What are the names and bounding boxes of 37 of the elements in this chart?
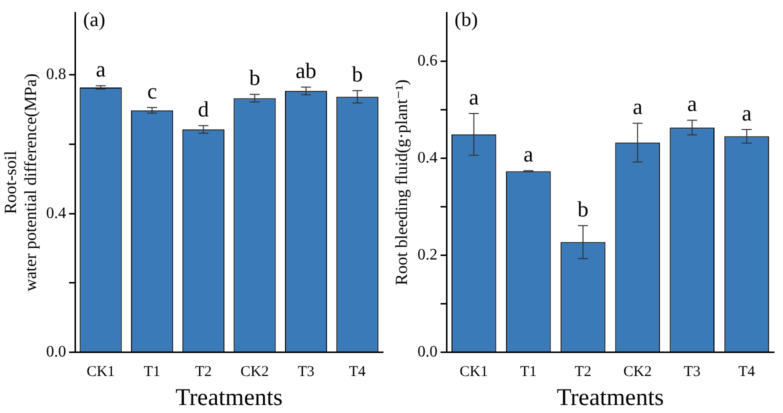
annotation: b xyxy=(577,196,588,222)
x-tick-label: T2 xyxy=(574,364,592,380)
annotation: d xyxy=(198,96,209,122)
x-tick-label: CK2 xyxy=(623,364,652,380)
annotation: c xyxy=(147,78,158,104)
annotation: ab xyxy=(296,58,316,83)
y-tick-label: 0.4 xyxy=(46,204,66,222)
y-tick-label: 0.2 xyxy=(418,246,438,264)
y-tick-label: 0.0 xyxy=(46,343,66,360)
x-tick-label: T3 xyxy=(684,364,700,380)
x-tick-label: T2 xyxy=(195,364,212,380)
y-tick-label: 0.6 xyxy=(418,52,438,70)
y-tick-label: 0.8 xyxy=(46,66,66,84)
x-axis-title: Treatments xyxy=(556,384,664,411)
annotation: b xyxy=(352,61,363,86)
y-tick-label: 0.0 xyxy=(418,343,438,360)
x-tick-label: CK1 xyxy=(86,364,115,380)
x-tick-label: T3 xyxy=(298,364,314,380)
x-tick-label: T4 xyxy=(349,364,366,380)
y-axis-title: Root bleeding fluid(g·plant⁻¹) xyxy=(392,80,412,286)
y-tick-label: 0.4 xyxy=(418,149,438,166)
annotation: a xyxy=(468,84,479,110)
x-tick-label: T1 xyxy=(520,364,537,380)
annotation: a xyxy=(687,91,698,116)
x-axis-title: Treatments xyxy=(175,384,283,411)
x-tick-label: T1 xyxy=(144,364,160,380)
annotation: a xyxy=(742,100,752,126)
annotation: a xyxy=(632,94,643,119)
x-tick-label: T4 xyxy=(738,364,756,380)
annotation: a xyxy=(524,142,534,167)
annotation: a xyxy=(96,56,106,82)
annotation: b xyxy=(249,65,260,90)
x-tick-label: CK2 xyxy=(240,364,269,380)
x-tick-label: CK1 xyxy=(460,364,488,380)
chart-title: (b) xyxy=(454,8,478,31)
y-axis-title: Root-soil water potential difference(MPa) xyxy=(1,74,40,292)
chart-title: (a) xyxy=(83,8,106,31)
